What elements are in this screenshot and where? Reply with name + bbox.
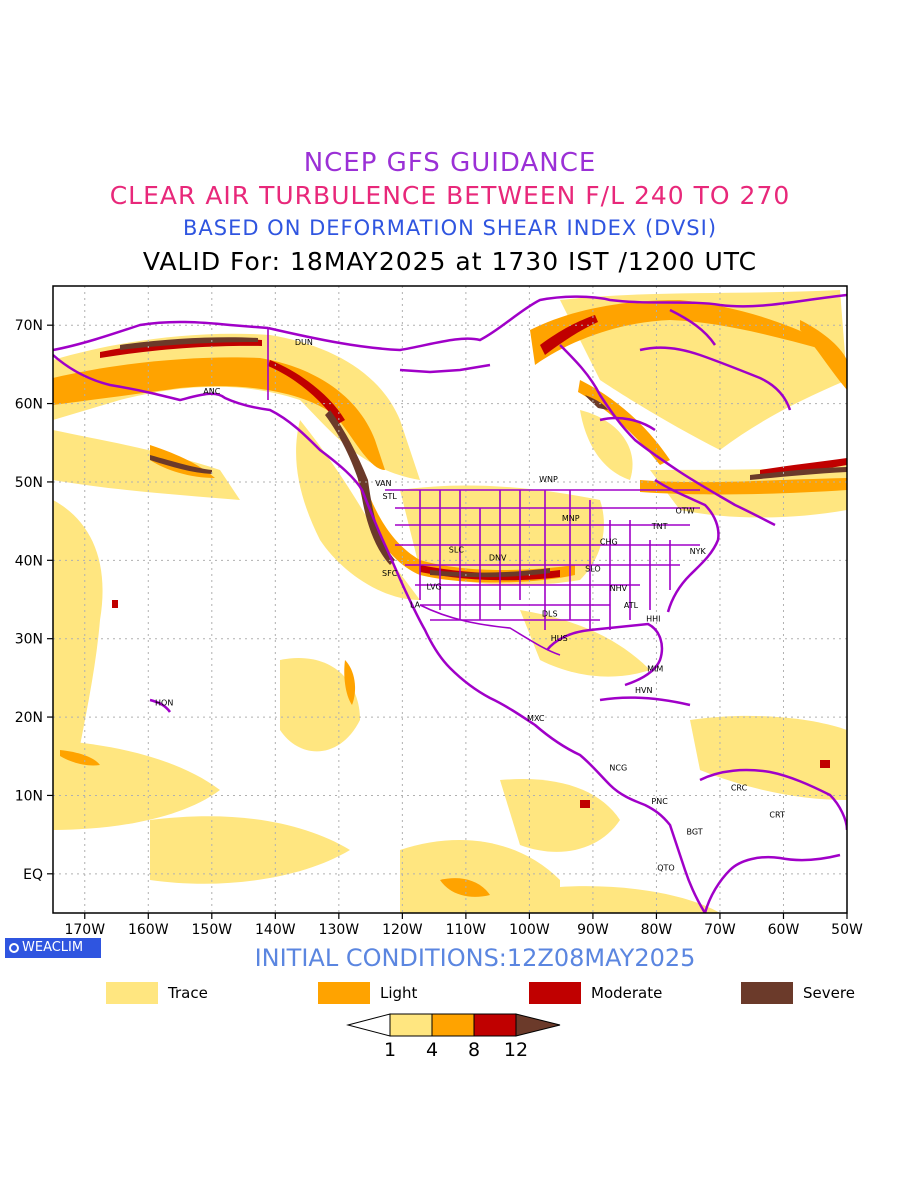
initial-conditions: INITIAL CONDITIONS:12Z08MAY2025	[254, 944, 696, 972]
lon-label: 70W	[704, 922, 736, 938]
latitude-labels: 70N 60N 50N 40N 30N 20N 10N EQ	[15, 318, 43, 883]
station-label: MIM	[647, 665, 663, 674]
lon-label: 150W	[192, 922, 233, 938]
legend-label-light: Light	[380, 984, 418, 1002]
station-label: CRC	[731, 784, 748, 793]
legend-label-severe: Severe	[803, 984, 855, 1002]
station-label: SFC	[382, 569, 398, 578]
legend-swatch-moderate	[529, 982, 581, 1004]
station-label: LVG	[426, 582, 441, 591]
lon-label: 100W	[509, 922, 550, 938]
lat-label: 40N	[15, 553, 43, 569]
station-label: TNT	[651, 522, 668, 531]
lon-label: 60W	[768, 922, 800, 938]
weaclim-logo: WEACLIM	[5, 938, 101, 958]
station-label: NYK	[690, 547, 707, 556]
longitude-labels: 170W 160W 150W 140W 130W 120W 110W 100W 90W 80W 70…	[64, 922, 863, 938]
lat-label: 50N	[15, 475, 43, 491]
station-label: PNC	[651, 797, 668, 806]
legend-swatch-light	[318, 982, 370, 1004]
axis-ticks	[47, 324, 848, 919]
lon-label: 130W	[319, 922, 360, 938]
coastlines	[53, 293, 847, 913]
title-line-1: NCEP GFS GUIDANCE	[303, 148, 597, 178]
title-line-2: CLEAR AIR TURBULENCE BETWEEN F/L 240 TO …	[109, 181, 791, 210]
station-label: ANC	[203, 387, 220, 396]
station-label: VAN	[375, 479, 391, 488]
legend-swatch-trace	[106, 982, 158, 1004]
legend-swatch-severe	[741, 982, 793, 1004]
logo-ring-icon	[9, 943, 19, 953]
map-gridlines	[53, 286, 847, 913]
station-label: BGT	[686, 828, 702, 837]
map-frame	[52, 285, 848, 914]
station-label: OTW	[675, 506, 694, 515]
political-borders	[267, 328, 700, 656]
station-label: HON	[155, 698, 173, 707]
lon-label: 90W	[577, 922, 609, 938]
station-label: WNP	[539, 475, 558, 484]
lon-label: 50W	[831, 922, 863, 938]
station-label: MXC	[527, 714, 545, 723]
station-label: DUN	[295, 338, 313, 347]
station-label: STL	[382, 492, 397, 501]
station-label: CHG	[600, 538, 618, 547]
station-label: SLO	[585, 564, 601, 573]
station-label: QTO	[657, 864, 674, 873]
lon-label: 80W	[641, 922, 673, 938]
station-label: MNP	[562, 514, 580, 523]
lat-label: 60N	[15, 397, 43, 413]
lat-label: 70N	[15, 318, 43, 334]
legend-label-moderate: Moderate	[591, 984, 663, 1002]
station-label: HHI	[646, 614, 660, 623]
lon-label: 170W	[64, 922, 105, 938]
station-label: DNV	[489, 553, 507, 562]
lat-label: 10N	[15, 788, 43, 804]
lon-label: 110W	[446, 922, 487, 938]
station-label: NCG	[609, 763, 627, 772]
station-labels: DUN ANC VAN STL WNP MNP OTW TNT CHG NYK DNV SLC SFC L…	[155, 338, 785, 873]
station-label: LA	[410, 600, 421, 609]
lat-label: EQ	[23, 867, 43, 883]
station-label: DLS	[542, 610, 558, 619]
lat-label: 30N	[15, 632, 43, 648]
lon-label: 140W	[255, 922, 296, 938]
turbulence-field	[53, 290, 847, 913]
lon-label: 160W	[128, 922, 169, 938]
station-label: HUS	[551, 634, 568, 643]
station-label: CRT	[769, 810, 785, 819]
lon-label: 120W	[382, 922, 423, 938]
station-label: SLC	[449, 545, 465, 554]
station-label: NHV	[610, 584, 628, 593]
title-line-3: BASED ON DEFORMATION SHEAR INDEX (DVSI)	[182, 216, 718, 240]
legend-label-trace: Trace	[168, 984, 208, 1002]
lat-label: 20N	[15, 710, 43, 726]
station-label: HVN	[635, 686, 652, 695]
logo-text: WEACLIM	[22, 940, 84, 955]
valid-time: VALID For: 18MAY2025 at 1730 IST /1200 U…	[142, 247, 758, 276]
station-label: ATL	[624, 601, 639, 610]
